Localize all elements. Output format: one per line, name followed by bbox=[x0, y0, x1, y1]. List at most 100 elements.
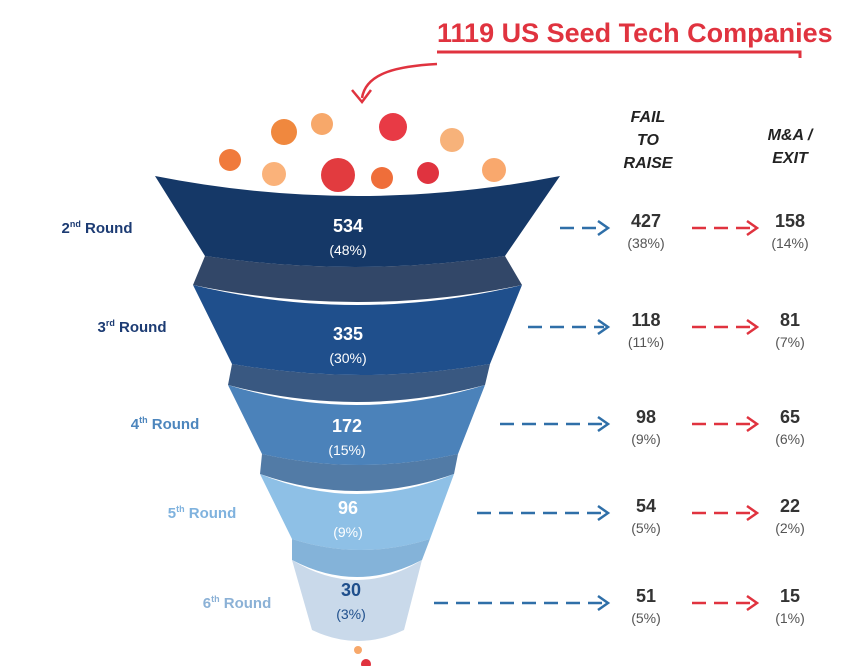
round-label: 2nd Round bbox=[62, 219, 133, 237]
fail-percent: (5%) bbox=[631, 610, 661, 626]
bubble bbox=[321, 158, 355, 192]
title-underline bbox=[437, 50, 802, 58]
stage-percent: (48%) bbox=[329, 242, 366, 258]
bubble bbox=[271, 119, 297, 145]
round-word: Round bbox=[220, 595, 272, 612]
fail-percent: (9%) bbox=[631, 431, 661, 447]
exit-arrowhead bbox=[746, 318, 760, 336]
round-label: 4th Round bbox=[131, 415, 200, 433]
outcome-row: 54 (5%) 22 (2%) bbox=[477, 496, 805, 536]
stage-count: 335 bbox=[333, 324, 363, 344]
stage-percent: (30%) bbox=[329, 350, 366, 366]
bubble bbox=[311, 113, 333, 135]
round-ordinal: th bbox=[139, 415, 148, 425]
round-word: Round bbox=[148, 416, 200, 433]
round-number: 3 bbox=[98, 319, 106, 336]
bubble bbox=[219, 149, 241, 171]
stage-percent: (3%) bbox=[336, 606, 366, 622]
stage-count: 96 bbox=[338, 498, 358, 518]
exit-header-line: EXIT bbox=[772, 150, 809, 167]
round-ordinal: th bbox=[211, 594, 220, 604]
funnel-segment: 96 (9%) bbox=[260, 474, 454, 577]
exit-percent: (1%) bbox=[775, 610, 805, 626]
bubble bbox=[371, 167, 393, 189]
fail-to-raise-header: FAIL TO RAISE bbox=[624, 109, 674, 172]
round-number: 6 bbox=[203, 595, 211, 612]
fail-arrowhead bbox=[597, 318, 611, 336]
funnel-segment: 172 (15%) bbox=[228, 385, 485, 491]
page-title: 1119 US Seed Tech Companies bbox=[437, 18, 833, 48]
segment-body bbox=[292, 560, 422, 641]
stage-count: 172 bbox=[332, 416, 362, 436]
exit-arrowhead bbox=[746, 219, 760, 237]
fail-count: 54 bbox=[636, 496, 656, 516]
fail-percent: (5%) bbox=[631, 520, 661, 536]
fail-count: 98 bbox=[636, 407, 656, 427]
round-number: 5 bbox=[168, 505, 176, 522]
round-word: Round bbox=[81, 220, 133, 237]
segment-twist bbox=[228, 364, 490, 402]
exit-percent: (7%) bbox=[775, 334, 805, 350]
segment-twist bbox=[292, 539, 430, 577]
fail-count: 427 bbox=[631, 211, 661, 231]
segment-body bbox=[228, 385, 485, 465]
exit-header: M&A / EXIT bbox=[768, 127, 814, 167]
bubble bbox=[417, 162, 439, 184]
round-label: 3rd Round bbox=[98, 318, 167, 336]
exit-percent: (6%) bbox=[775, 431, 805, 447]
exit-count: 158 bbox=[775, 211, 805, 231]
exit-arrowhead bbox=[746, 504, 760, 522]
round-label: 6th Round bbox=[203, 594, 272, 612]
exit-arrowhead bbox=[746, 594, 760, 612]
round-label: 5th Round bbox=[168, 504, 237, 522]
segment-twist bbox=[260, 454, 458, 491]
fail-header-line: RAISE bbox=[624, 155, 674, 172]
company-bubbles bbox=[219, 113, 506, 192]
round-number: 4 bbox=[131, 416, 140, 433]
stage-percent: (15%) bbox=[328, 442, 365, 458]
exit-count: 22 bbox=[780, 496, 800, 516]
outcome-row: 118 (11%) 81 (7%) bbox=[528, 310, 805, 350]
bubble bbox=[440, 128, 464, 152]
round-ordinal: th bbox=[176, 504, 185, 514]
round-word: Round bbox=[185, 505, 237, 522]
fail-count: 118 bbox=[631, 310, 660, 330]
outcome-columns: 427 (38%) 158 (14%) 118 (11%) 81 (7%) 98 (9%) 65 (6… bbox=[434, 211, 809, 626]
title-pointer-arrowhead bbox=[351, 89, 372, 105]
stage-count: 534 bbox=[333, 216, 363, 236]
segment-body bbox=[260, 474, 454, 550]
bubble bbox=[379, 113, 407, 141]
fail-header-line: TO bbox=[637, 132, 659, 149]
funnel: 534 (48%) 335 (30%) 172 (15%) 96 (9%) 30 (3%) bbox=[155, 176, 560, 641]
title-pointer-arrow bbox=[360, 62, 438, 99]
bubble bbox=[262, 162, 286, 186]
exit-header-line: M&A / bbox=[768, 127, 814, 144]
outcome-row: 51 (5%) 15 (1%) bbox=[434, 586, 805, 626]
exit-percent: (2%) bbox=[775, 520, 805, 536]
fail-arrowhead bbox=[597, 415, 611, 433]
stage-percent: (9%) bbox=[333, 524, 363, 540]
fail-percent: (38%) bbox=[627, 235, 664, 251]
funnel-segment: 534 (48%) bbox=[155, 176, 560, 302]
fail-percent: (11%) bbox=[628, 334, 664, 350]
outcome-row: 98 (9%) 65 (6%) bbox=[500, 407, 805, 447]
stage-count: 30 bbox=[341, 580, 361, 600]
fail-arrowhead bbox=[597, 594, 611, 612]
round-ordinal: nd bbox=[70, 219, 81, 229]
fail-count: 51 bbox=[636, 586, 656, 606]
funnel-segment: 30 (3%) bbox=[292, 560, 422, 641]
outcome-row: 427 (38%) 158 (14%) bbox=[560, 211, 809, 251]
fail-arrowhead bbox=[597, 504, 611, 522]
exit-count: 81 bbox=[780, 310, 800, 330]
exit-count: 65 bbox=[780, 407, 800, 427]
drip-dot bbox=[361, 659, 371, 666]
exit-percent: (14%) bbox=[771, 235, 808, 251]
fail-arrowhead bbox=[597, 219, 611, 237]
segment-body bbox=[193, 285, 522, 375]
round-word: Round bbox=[115, 319, 167, 336]
funnel-segment: 335 (30%) bbox=[193, 285, 522, 402]
round-number: 2 bbox=[62, 220, 70, 237]
